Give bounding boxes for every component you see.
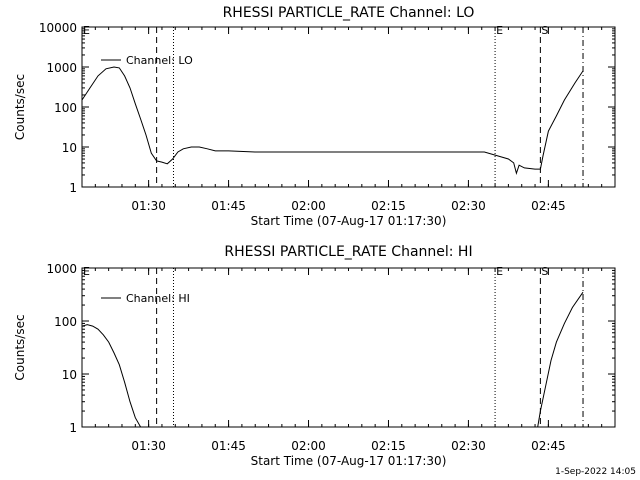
corner-marker-label: E: [83, 265, 90, 278]
y-tick-label: 10: [62, 141, 77, 155]
x-tick-label: 01:30: [131, 199, 166, 213]
x-tick-label: 02:30: [451, 199, 486, 213]
y-tick-label: 1: [69, 421, 77, 435]
event-marker-label: S: [541, 24, 548, 37]
x-tick-label: 01:30: [131, 439, 166, 453]
x-axis-label: Start Time (07-Aug-17 01:17:30): [251, 454, 447, 468]
x-tick-label: 02:45: [531, 439, 566, 453]
plot-frame: [81, 26, 616, 188]
legend-label: Channel: LO: [126, 54, 193, 67]
chart-title: RHESSI PARTICLE_RATE Channel: LO: [223, 5, 475, 21]
event-marker-label: S: [541, 265, 548, 278]
x-tick-label: 02:15: [371, 439, 406, 453]
footer-timestamp: 1-Sep-2022 14:05: [555, 467, 636, 477]
corner-marker-label: E: [83, 24, 90, 37]
y-axis-label: Counts/sec: [13, 314, 27, 380]
y-tick-label: 1000: [46, 262, 77, 276]
chart-title: RHESSI PARTICLE_RATE Channel: HI: [224, 244, 472, 260]
y-tick-label: 10: [62, 368, 77, 382]
x-axis-label: Start Time (07-Aug-17 01:17:30): [251, 214, 447, 228]
x-tick-label: 02:00: [291, 439, 326, 453]
x-tick-label: 02:15: [371, 199, 406, 213]
y-tick-label: 100: [54, 101, 77, 115]
x-tick-label: 02:00: [291, 199, 326, 213]
x-tick-label: 02:30: [451, 439, 486, 453]
series-line: [82, 324, 142, 427]
x-tick-label: 01:45: [211, 439, 246, 453]
event-marker-label: E: [496, 265, 503, 278]
x-tick-label: 01:45: [211, 199, 246, 213]
series-line: [82, 66, 584, 176]
event-marker-label: E: [496, 24, 503, 37]
hi-channel-panel: RHESSI PARTICLE_RATE Channel: HI Start Ti…: [13, 244, 616, 468]
legend-label: Channel: HI: [126, 292, 190, 305]
y-tick-label: 1000: [46, 61, 77, 75]
y-tick-label: 100: [54, 315, 77, 329]
series-line: [537, 291, 584, 427]
y-axis-label: Counts/sec: [13, 74, 27, 140]
x-tick-label: 02:45: [531, 199, 566, 213]
y-tick-label: 10000: [39, 21, 77, 35]
y-tick-label: 1: [69, 181, 77, 195]
lo-channel-panel: RHESSI PARTICLE_RATE Channel: LO Start Ti…: [13, 5, 616, 228]
